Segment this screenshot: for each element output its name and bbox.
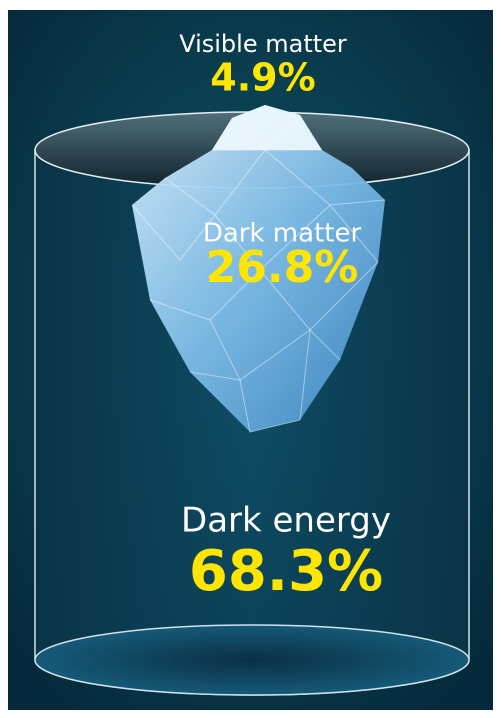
dark-energy-value: 68.3% xyxy=(189,539,383,604)
visible-label: Visible matter xyxy=(179,30,347,58)
dark-matter-value: 26.8% xyxy=(206,242,359,293)
page: {"items": [ {"label": "Visible matter", … xyxy=(0,0,501,718)
infographic: Visible matter 4.9% Dark matter 26.8% Da… xyxy=(0,0,501,718)
visible-value: 4.9% xyxy=(210,56,315,100)
dark-energy-label: Dark energy xyxy=(181,501,391,541)
cylinder-bottom xyxy=(35,625,469,695)
